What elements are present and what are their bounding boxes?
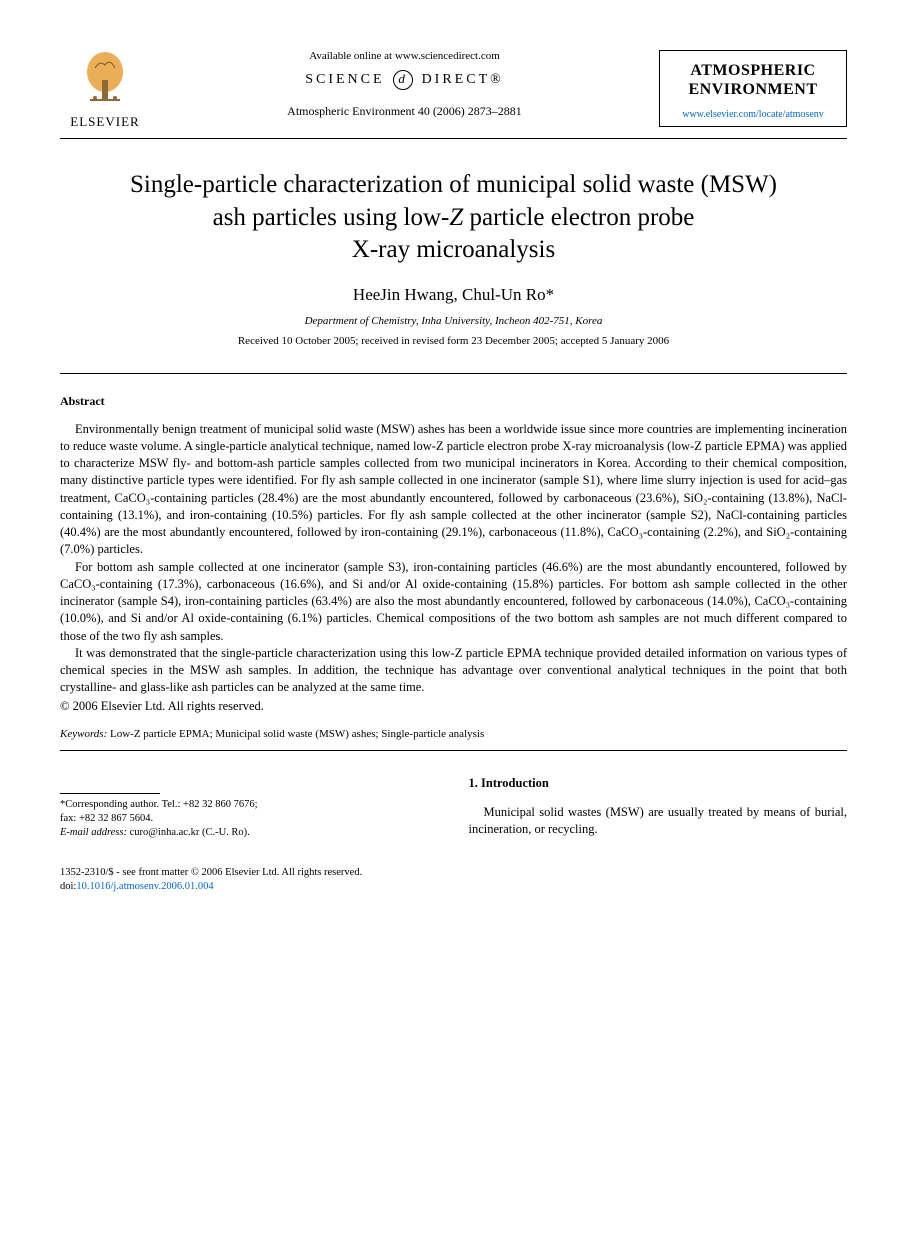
available-online-text: Available online at www.sciencedirect.co… — [160, 50, 649, 62]
email-value: curo@inha.ac.kr (C.-U. Ro). — [127, 827, 250, 838]
abstract-heading: Abstract — [60, 394, 847, 409]
title-line2b: particle electron probe — [463, 204, 694, 231]
journal-reference: Atmospheric Environment 40 (2006) 2873–2… — [160, 104, 649, 119]
intro-heading: 1. Introduction — [469, 775, 848, 792]
article-title: Single-particle characterization of muni… — [80, 169, 827, 267]
title-line2a: ash particles using low- — [213, 204, 450, 231]
journal-box: ATMOSPHERIC ENVIRONMENT www.elsevier.com… — [659, 50, 847, 127]
header-center: Available online at www.sciencedirect.co… — [150, 50, 659, 119]
sciencedirect-logo: SCIENCE d DIRECT® — [160, 70, 649, 90]
keywords-label: Keywords: — [60, 728, 107, 740]
footnote-rule — [60, 793, 160, 794]
doi-line: doi:10.1016/j.atmosenv.2006.01.004 — [60, 880, 847, 894]
header-row: ELSEVIER Available online at www.science… — [60, 50, 847, 130]
keywords-line: Keywords: Low-Z particle EPMA; Municipal… — [60, 728, 847, 740]
keywords-bottom-rule — [60, 750, 847, 751]
copyright-line: © 2006 Elsevier Ltd. All rights reserved… — [60, 699, 847, 714]
authors: HeeJin Hwang, Chul-Un Ro* — [60, 285, 847, 305]
abstract-p2: For bottom ash sample collected at one i… — [60, 559, 847, 645]
left-column: *Corresponding author. Tel.: +82 32 860 … — [60, 775, 439, 841]
right-column: 1. Introduction Municipal solid wastes (… — [469, 775, 848, 841]
page-footer: 1352-2310/$ - see front matter © 2006 El… — [60, 866, 847, 894]
journal-url[interactable]: www.elsevier.com/locate/atmosenv — [668, 109, 838, 120]
doi-value[interactable]: 10.1016/j.atmosenv.2006.01.004 — [76, 881, 213, 892]
sd-right: DIRECT® — [422, 72, 504, 87]
intro-paragraph: Municipal solid wastes (MSW) are usually… — [469, 804, 848, 839]
abstract-p3: It was demonstrated that the single-part… — [60, 645, 847, 697]
title-line3: X-ray microanalysis — [352, 236, 555, 263]
footnote-tel: *Corresponding author. Tel.: +82 32 860 … — [60, 798, 439, 812]
journal-name: ATMOSPHERIC ENVIRONMENT — [668, 61, 838, 99]
footnote-email-line: E-mail address: curo@inha.ac.kr (C.-U. R… — [60, 826, 439, 840]
sd-left: SCIENCE — [305, 72, 384, 87]
abstract-top-rule — [60, 373, 847, 374]
title-italic-z: Z — [449, 204, 463, 231]
abstract-p1: Environmentally benign treatment of muni… — [60, 421, 847, 559]
header-rule — [60, 138, 847, 139]
title-line1: Single-particle characterization of muni… — [130, 171, 777, 198]
keywords-text: Low-Z particle EPMA; Municipal solid was… — [107, 728, 484, 740]
affiliation: Department of Chemistry, Inha University… — [60, 315, 847, 327]
two-column-region: *Corresponding author. Tel.: +82 32 860 … — [60, 775, 847, 841]
email-label: E-mail address: — [60, 827, 127, 838]
doi-label: doi: — [60, 881, 76, 892]
abstract-body: Environmentally benign treatment of muni… — [60, 421, 847, 697]
publisher-logo-block: ELSEVIER — [60, 50, 150, 130]
front-matter-line: 1352-2310/$ - see front matter © 2006 El… — [60, 866, 847, 880]
footnote-fax: fax: +82 32 867 5604. — [60, 812, 439, 826]
elsevier-tree-icon — [80, 50, 130, 105]
page-container: ELSEVIER Available online at www.science… — [0, 0, 907, 934]
sd-d-icon: d — [393, 70, 413, 90]
article-dates: Received 10 October 2005; received in re… — [60, 335, 847, 347]
publisher-name: ELSEVIER — [60, 114, 150, 130]
corresponding-author-footnote: *Corresponding author. Tel.: +82 32 860 … — [60, 798, 439, 841]
